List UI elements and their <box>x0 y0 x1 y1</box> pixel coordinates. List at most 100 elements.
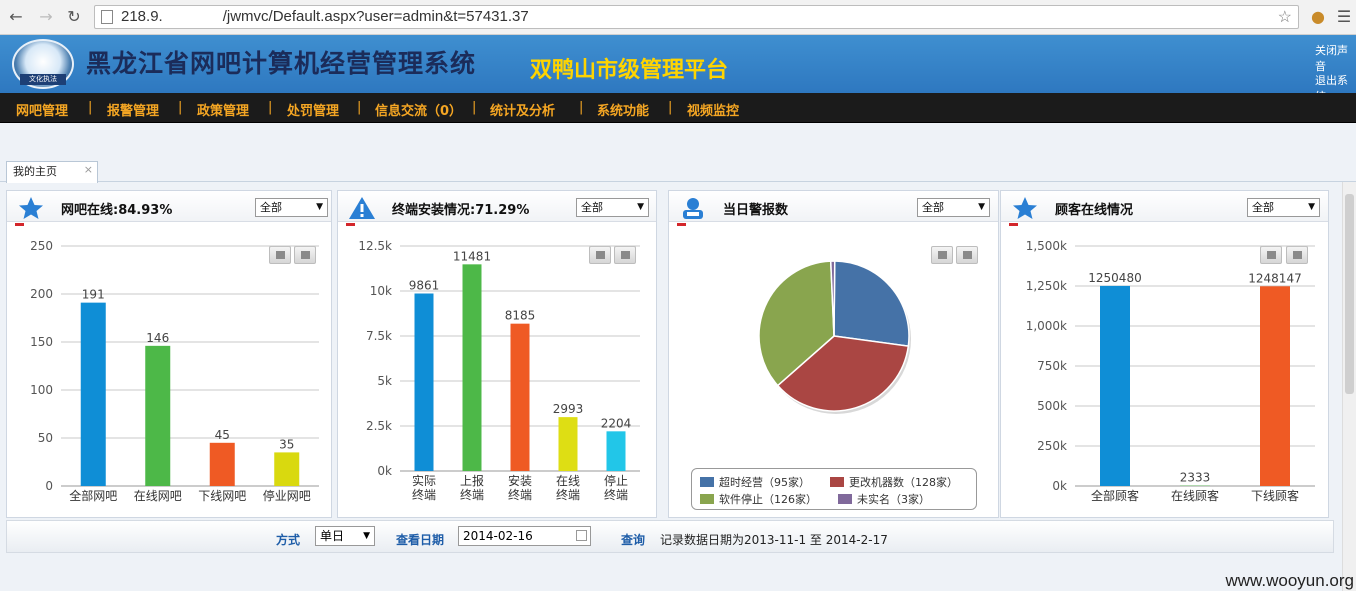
legend-item[interactable]: 超时经营（95家） <box>700 474 810 490</box>
panel-header: 网吧在线:84.93% 全部 ▼ <box>7 191 331 222</box>
bar <box>80 302 106 486</box>
panel-header: 顾客在线情况 全部 ▼ <box>1001 191 1328 222</box>
mode-select[interactable]: 单日 ▼ <box>315 526 375 546</box>
scrollbar-thumb[interactable] <box>1345 194 1354 394</box>
legend-swatch <box>700 477 714 487</box>
bar <box>606 431 626 471</box>
menu-separator: | <box>357 100 362 115</box>
data-label: 35 <box>279 437 294 451</box>
data-label: 146 <box>146 331 169 345</box>
red-marker <box>1009 223 1018 226</box>
x-tick-label: 终端 <box>412 487 436 502</box>
bar <box>414 293 434 471</box>
menu-item-policy[interactable]: 政策管理 <box>197 104 250 119</box>
pie-legend: 超时经营（95家） 更改机器数（128家） 软件停止（126家） 未实名（3家） <box>691 468 977 510</box>
menu-item-penalty[interactable]: 处罚管理 <box>287 104 340 119</box>
logo: 文化执法 <box>12 39 74 89</box>
x-tick-label: 上报 <box>460 473 484 488</box>
x-tick-label: 全部顾客 <box>1091 488 1139 503</box>
tab-bar: 我的主页 × <box>0 158 1356 183</box>
panel-terminal-install: 终端安装情况:71.29% 全部 ▼ 0k 2.5k 5k 7.5k 10k 12.5k 98… <box>337 190 657 518</box>
tab-label: 我的主页 <box>13 165 57 178</box>
calendar-icon[interactable] <box>576 530 587 541</box>
panel-filter-select[interactable]: 全部 ▼ <box>1247 198 1320 217</box>
panel-title: 当日警报数 <box>723 203 789 218</box>
y-tick-label: 1,500k <box>1026 239 1067 253</box>
panel-customers-online: 顾客在线情况 全部 ▼ 0k 250k 500k 750k 1,000k 1,250k 1,5… <box>1000 190 1329 518</box>
extension-icon[interactable]: ● <box>1311 7 1325 26</box>
y-tick-label: 12.5k <box>358 239 392 253</box>
close-sound-link[interactable]: 关闭声音 <box>1315 44 1348 73</box>
y-tick-label: 10k <box>370 284 392 298</box>
reload-icon[interactable]: ↻ <box>67 7 81 26</box>
data-label: 2333 <box>1180 471 1211 485</box>
panel-title: 顾客在线情况 <box>1055 203 1134 218</box>
menu-separator: | <box>88 100 93 115</box>
menu-item-system[interactable]: 系统功能 <box>597 104 650 119</box>
pie-chart-alarms <box>758 260 911 414</box>
menu-item-alarm[interactable]: 报警管理 <box>107 104 160 119</box>
address-bar[interactable]: 218.9. /jwmvc/Default.aspx?user=admin&t=… <box>94 5 1299 29</box>
x-tick-label: 在线网吧 <box>134 489 182 503</box>
panel-title: 网吧在线:84.93% <box>61 203 173 218</box>
panel-header: 终端安装情况:71.29% 全部 ▼ <box>338 191 656 222</box>
y-tick-label: 200 <box>30 287 53 301</box>
legend-item[interactable]: 软件停止（126家） <box>700 491 817 507</box>
legend-item[interactable]: 未实名（3家） <box>838 491 930 507</box>
print-icon[interactable] <box>931 246 953 264</box>
y-tick-label: 0k <box>1052 479 1067 493</box>
scrollbar[interactable] <box>1342 182 1356 591</box>
data-label: 8185 <box>505 309 536 323</box>
y-tick-label: 50 <box>38 431 53 445</box>
y-tick-label: 250 <box>30 239 53 253</box>
panel-header: 当日警报数 全部 ▼ <box>669 191 998 222</box>
download-icon[interactable] <box>614 246 636 264</box>
bar-chart-customers: 0k 250k 500k 750k 1,000k 1,250k 1,500k 1250480 全… <box>1026 239 1315 503</box>
bar <box>145 345 171 486</box>
x-tick-label: 在线顾客 <box>1171 488 1219 503</box>
bar <box>209 442 235 486</box>
bookmark-star-icon[interactable]: ☆ <box>1277 9 1292 26</box>
y-tick-label: 1,000k <box>1026 319 1067 333</box>
x-tick-label: 停业网吧 <box>263 488 311 503</box>
back-icon[interactable]: ← <box>9 7 23 26</box>
forward-icon[interactable]: → <box>39 7 53 26</box>
panel-filter-select[interactable]: 全部 ▼ <box>917 198 990 217</box>
user-alert-icon <box>683 198 703 219</box>
panel-filter-select[interactable]: 全部 ▼ <box>255 198 328 217</box>
menu-item-video[interactable]: 视频监控 <box>687 104 740 119</box>
x-tick-label: 终端 <box>460 487 484 502</box>
print-icon[interactable] <box>1260 246 1282 264</box>
y-tick-label: 100 <box>30 383 53 397</box>
menu-item-messages[interactable]: 信息交流（0） <box>375 104 463 119</box>
pie-slice <box>833 260 910 347</box>
close-icon[interactable]: × <box>83 163 93 176</box>
chevron-down-icon: ▼ <box>363 531 370 541</box>
x-tick-label: 全部网吧 <box>69 488 117 503</box>
date-input[interactable]: 2014-02-16 <box>458 526 591 546</box>
x-tick-label: 停止 <box>604 473 628 488</box>
query-button[interactable]: 查询 <box>621 533 646 547</box>
logo-ribbon: 文化执法 <box>20 74 66 85</box>
red-marker <box>677 223 686 226</box>
app-header: 文化执法 黑龙江省网吧计算机经营管理系统 双鸭山市级管理平台 关闭声音 退出系统 <box>0 35 1356 103</box>
download-icon[interactable] <box>956 246 978 264</box>
panel-filter-select[interactable]: 全部 ▼ <box>576 198 649 217</box>
data-label: 2204 <box>601 416 632 430</box>
menu-item-netbar[interactable]: 网吧管理 <box>16 104 69 119</box>
y-tick-label: 2.5k <box>366 419 392 433</box>
y-tick-label: 750k <box>1037 359 1067 373</box>
mode-label: 方式 <box>276 533 301 547</box>
menu-icon[interactable]: ☰ <box>1336 7 1352 26</box>
tab-home[interactable]: 我的主页 × <box>6 161 98 183</box>
legend-swatch <box>700 494 714 504</box>
chevron-down-icon: ▼ <box>316 202 323 212</box>
menu-item-statistics[interactable]: 统计及分析 <box>490 104 556 119</box>
legend-item[interactable]: 更改机器数（128家） <box>830 474 958 490</box>
x-tick-label: 安装 <box>508 473 532 488</box>
pie-slice <box>829 260 836 337</box>
chevron-down-icon: ▼ <box>978 202 985 212</box>
main-menu: 网吧管理 | 报警管理 | 政策管理 | 处罚管理 | 信息交流（0） | 统计… <box>0 93 1356 123</box>
y-tick-label: 0 <box>45 479 53 493</box>
panel-daily-alarms: 当日警报数 全部 ▼ 超时经营（95家） 更改机器数（128家） 软件停止（126… <box>668 190 999 518</box>
